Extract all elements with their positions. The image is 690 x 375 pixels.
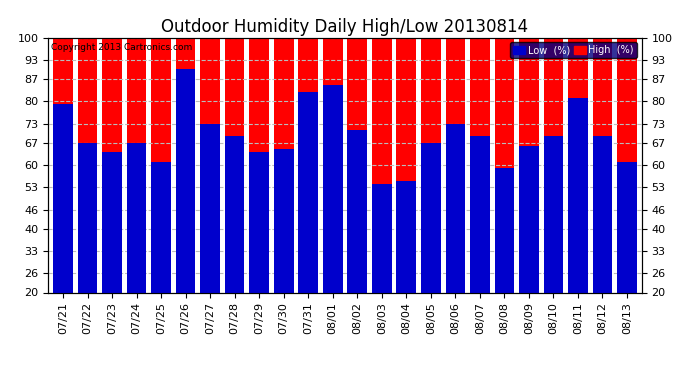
Bar	[323, 86, 342, 292]
Bar	[78, 0, 97, 292]
Bar	[298, 92, 318, 292]
Bar	[225, 12, 244, 292]
Bar	[78, 143, 97, 292]
Bar	[519, 9, 539, 292]
Bar	[274, 0, 293, 292]
Bar	[397, 181, 416, 292]
Legend: Low  (%), High  (%): Low (%), High (%)	[510, 42, 637, 58]
Bar	[176, 0, 195, 292]
Bar	[348, 130, 367, 292]
Bar	[102, 18, 122, 292]
Bar	[446, 0, 465, 292]
Bar	[225, 136, 244, 292]
Bar	[127, 18, 146, 292]
Bar	[200, 3, 220, 292]
Title: Outdoor Humidity Daily High/Low 20130814: Outdoor Humidity Daily High/Low 20130814	[161, 18, 529, 36]
Bar	[593, 136, 612, 292]
Bar	[200, 124, 220, 292]
Bar	[544, 136, 563, 292]
Bar	[495, 12, 514, 292]
Bar	[151, 162, 171, 292]
Bar	[568, 0, 588, 292]
Bar	[519, 146, 539, 292]
Bar	[593, 3, 612, 292]
Bar	[544, 9, 563, 292]
Bar	[372, 184, 392, 292]
Bar	[397, 3, 416, 292]
Bar	[495, 168, 514, 292]
Bar	[421, 143, 441, 292]
Bar	[176, 69, 195, 292]
Bar	[298, 0, 318, 292]
Bar	[446, 124, 465, 292]
Bar	[249, 152, 269, 292]
Bar	[568, 98, 588, 292]
Bar	[274, 149, 293, 292]
Bar	[617, 162, 637, 292]
Bar	[53, 0, 73, 292]
Bar	[53, 104, 73, 292]
Bar	[617, 38, 637, 292]
Text: Copyright 2013 Cartronics.com: Copyright 2013 Cartronics.com	[51, 43, 193, 52]
Bar	[151, 25, 171, 292]
Bar	[421, 9, 441, 292]
Bar	[372, 38, 392, 292]
Bar	[348, 0, 367, 292]
Bar	[470, 3, 490, 292]
Bar	[127, 143, 146, 292]
Bar	[102, 152, 122, 292]
Bar	[323, 0, 342, 292]
Bar	[470, 136, 490, 292]
Bar	[249, 12, 269, 292]
